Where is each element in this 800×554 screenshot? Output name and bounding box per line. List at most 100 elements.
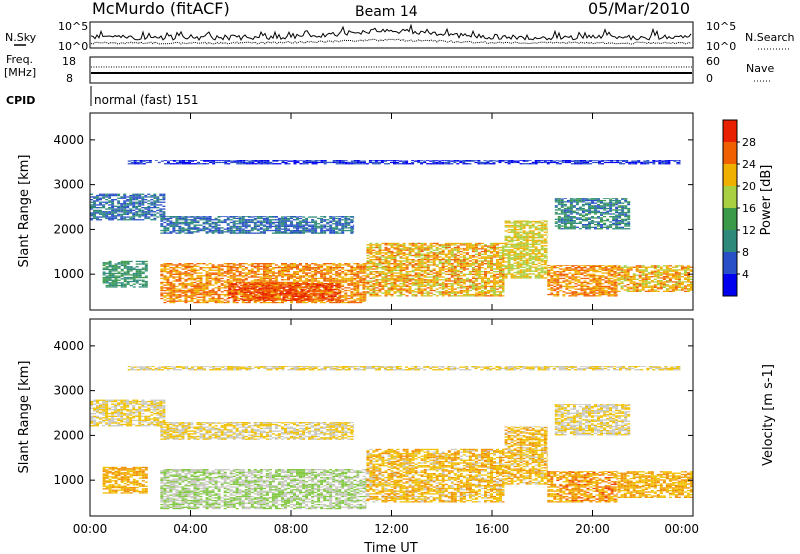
heatmap-cell	[226, 263, 230, 265]
heatmap-cell	[228, 283, 232, 285]
heatmap-cell	[300, 290, 304, 292]
heatmap-cell	[453, 293, 457, 296]
heatmap-cell	[199, 284, 203, 286]
heatmap-cell	[537, 257, 541, 259]
heatmap-cell	[613, 283, 617, 285]
heatmap-cell	[522, 262, 526, 264]
heatmap-cell	[447, 264, 451, 266]
heatmap-cell	[144, 276, 148, 279]
heatmap-cell	[111, 266, 115, 268]
heatmap-cell	[493, 248, 496, 250]
heatmap-cell	[607, 287, 611, 289]
heatmap-cell	[522, 220, 526, 222]
heatmap-cell	[502, 289, 505, 292]
heatmap-cell	[438, 256, 442, 258]
heatmap-cell	[411, 293, 415, 296]
heatmap-cell	[411, 254, 415, 257]
heatmap-cell	[435, 279, 439, 281]
heatmap-cell	[444, 277, 448, 280]
heatmap-cell	[132, 276, 136, 279]
heatmap-cell	[534, 274, 538, 276]
heatmap-cell	[114, 280, 118, 283]
heatmap-cell	[108, 201, 112, 203]
heatmap-cell	[231, 286, 235, 288]
heatmap-cell	[202, 289, 206, 292]
heatmap-cell	[153, 193, 157, 195]
heatmap-cell	[238, 265, 242, 267]
heatmap-cell	[378, 281, 382, 284]
heatmap-cell	[453, 242, 457, 245]
heatmap-cell	[456, 261, 460, 263]
heatmap-cell	[598, 291, 602, 293]
heatmap-cell	[444, 292, 448, 294]
heatmap-cell	[477, 287, 481, 289]
heatmap-cell	[246, 289, 250, 291]
heatmap-cell	[190, 292, 194, 294]
heatmap-cell	[267, 297, 271, 299]
heatmap-cell	[178, 289, 182, 292]
heatmap-cell	[543, 273, 547, 275]
heatmap-cell	[537, 233, 541, 235]
heatmap-cell	[474, 246, 478, 249]
heatmap-cell	[441, 268, 445, 270]
heatmap-cell	[387, 261, 391, 263]
heatmap-cell	[414, 252, 418, 254]
heatmap-cell	[240, 290, 244, 292]
heatmap-cell	[362, 288, 366, 290]
heatmap-cell	[336, 283, 340, 284]
heatmap-cell	[184, 280, 188, 282]
heatmap-cell	[502, 273, 505, 275]
heatmap-cell	[202, 296, 206, 298]
heatmap-cell	[247, 264, 251, 266]
heatmap-cell	[318, 289, 322, 291]
heatmap-cell	[601, 285, 605, 288]
heatmap-cell	[108, 284, 112, 287]
heatmap-cell	[540, 259, 544, 262]
heatmap-cell	[484, 281, 487, 284]
heatmap-cell	[193, 272, 197, 274]
heatmap-cell	[565, 285, 569, 288]
heatmap-cell	[166, 276, 170, 278]
heatmap-cell	[387, 272, 391, 274]
heatmap-cell	[435, 281, 439, 284]
heatmap-cell	[232, 280, 236, 282]
heatmap-cell	[211, 296, 215, 298]
heatmap-cell	[522, 253, 526, 255]
heatmap-cell	[123, 216, 127, 218]
heatmap-cell	[241, 272, 245, 274]
heatmap-cell	[546, 220, 548, 222]
heatmap-cell	[453, 291, 457, 293]
heatmap-cell	[365, 299, 367, 301]
heatmap-cell	[353, 285, 357, 288]
heatmap-cell	[513, 246, 517, 248]
heatmap-cell	[635, 290, 639, 292]
heatmap-cell	[329, 269, 333, 271]
heatmap-cell	[111, 204, 115, 206]
heatmap-cell	[426, 245, 430, 247]
heatmap-cell	[507, 261, 511, 263]
heatmap-cell	[540, 229, 544, 231]
heatmap-cell	[653, 271, 657, 274]
heatmap-cell	[405, 260, 409, 262]
heatmap-cell	[193, 287, 197, 289]
heatmap-cell	[372, 246, 376, 249]
heatmap-cell	[641, 288, 645, 290]
heatmap-cell	[311, 276, 315, 278]
heatmap-cell	[496, 268, 499, 270]
heatmap-cell	[99, 193, 102, 195]
heatmap-cell	[471, 250, 475, 253]
heatmap-cell	[211, 269, 215, 271]
heatmap-cell	[102, 274, 106, 276]
heatmap-cell	[537, 258, 541, 260]
heatmap-cell	[610, 288, 614, 290]
heatmap-cell	[265, 276, 269, 278]
heatmap-cell	[522, 246, 526, 248]
heatmap-cell	[399, 244, 403, 246]
heatmap-cell	[217, 288, 221, 290]
heatmap-cell	[160, 271, 164, 273]
heatmap-cell	[684, 286, 687, 288]
heatmap-cell	[138, 213, 142, 215]
heatmap-cell	[114, 279, 118, 281]
heatmap-cell	[259, 301, 263, 304]
heatmap-cell	[510, 226, 514, 228]
